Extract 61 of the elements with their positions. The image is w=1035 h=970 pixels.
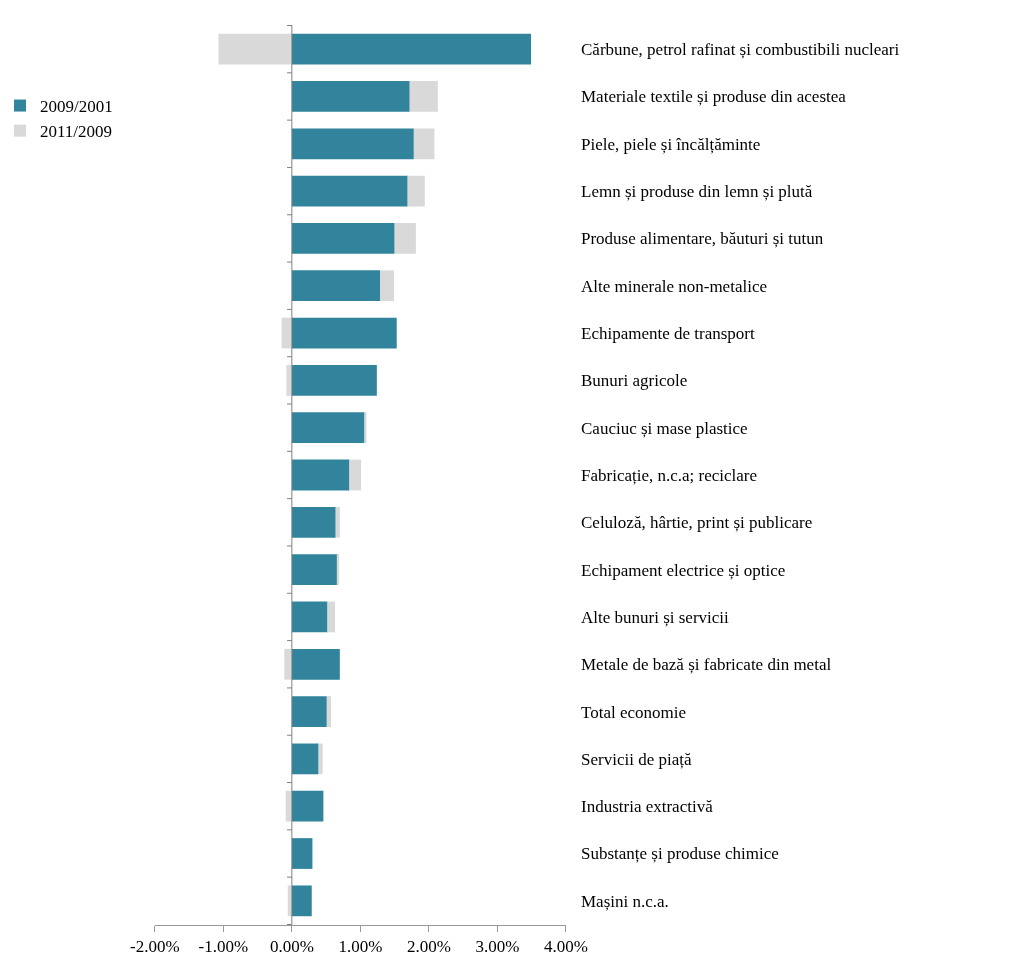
bar — [291, 885, 312, 917]
legend-label: 2009/2001 — [40, 97, 113, 117]
bar — [291, 554, 338, 586]
bar — [291, 128, 414, 160]
bar — [318, 743, 323, 775]
bar — [286, 364, 292, 396]
y-tick-label: Alte minerale non-metalice — [581, 276, 767, 296]
y-tick-label: Materiale textile și produse din acestea — [581, 87, 847, 107]
y-tick-label: Fabricație, n.c.a; reciclare — [581, 465, 758, 485]
x-tick-label: 1.00% — [338, 937, 383, 957]
y-tick-label: Alte bunuri și servicii — [581, 607, 730, 627]
x-tick-label: 4.00% — [544, 937, 588, 957]
y-tick-label: Metale de bază și fabricate din metal — [581, 655, 832, 675]
x-tick-label: 3.00% — [475, 937, 520, 957]
bar — [291, 33, 532, 65]
bar — [291, 364, 377, 396]
bar — [291, 317, 397, 349]
bar — [291, 601, 328, 633]
bar — [291, 175, 408, 207]
y-tick-label: Total economie — [581, 702, 687, 722]
bar — [364, 412, 367, 444]
x-tick-label: 0.00% — [269, 937, 314, 957]
y-tick-label: Mașini n.c.a. — [581, 891, 669, 911]
bar — [291, 696, 327, 727]
y-tick-label: Piele, piele și încălțăminte — [581, 134, 761, 154]
y-tick-label: Servicii de piață — [581, 749, 692, 769]
y-tick-label: Substanțe și produse chimice — [581, 844, 779, 864]
legend-label: 2011/2009 — [40, 122, 113, 142]
bar — [291, 648, 340, 680]
y-tick-label: Industria extractivă — [581, 797, 714, 817]
y-tick-label: Celuloză, hârtie, print și publicare — [581, 513, 813, 533]
y-tick-label: Cărbune, petrol rafinat și combustibili nucleari — [581, 40, 900, 60]
bar — [407, 175, 425, 207]
bar — [291, 506, 336, 538]
y-tick-label: Cauciuc și mase plastice — [581, 418, 748, 438]
bar — [326, 696, 331, 727]
bar — [218, 33, 292, 65]
y-tick-label: Produse alimentare, băuturi și tutun — [581, 229, 824, 249]
y-tick-label: Echipament electrice și optice — [581, 560, 786, 580]
x-tick-label: 2.00% — [406, 937, 451, 957]
bar — [335, 506, 340, 538]
y-tick-label: Bunuri agricole — [581, 371, 688, 391]
x-tick-label: -2.00% — [130, 937, 180, 957]
y-tick-label: Echipamente de transport — [581, 324, 755, 343]
bar — [380, 270, 394, 302]
bar — [327, 601, 336, 633]
bar — [291, 790, 324, 822]
bar — [409, 81, 438, 112]
bar — [413, 128, 435, 160]
bar — [291, 743, 319, 775]
x-tick-label: -1.00% — [198, 937, 249, 957]
bar — [349, 459, 362, 491]
bar — [291, 459, 350, 491]
bar — [291, 81, 410, 112]
bar — [394, 223, 416, 254]
bar — [284, 648, 292, 680]
bar — [291, 223, 395, 254]
bar — [291, 270, 381, 302]
bar — [291, 412, 365, 444]
bar — [291, 838, 313, 869]
y-tick-label: Lemn și produse din lemn și plută — [581, 182, 813, 202]
